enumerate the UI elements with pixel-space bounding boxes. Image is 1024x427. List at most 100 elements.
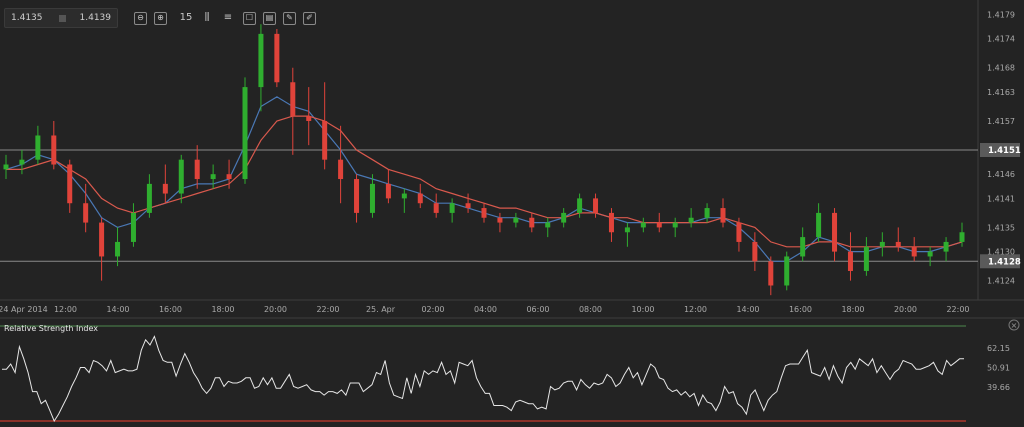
candle-body <box>688 217 694 223</box>
candle-body <box>481 208 487 218</box>
price-tick-label: 1.4168 <box>987 64 1015 73</box>
time-tick-label: 22:00 <box>946 305 969 314</box>
chart-type-icon[interactable]: ⫼ <box>204 12 210 23</box>
candle-body <box>210 174 216 180</box>
candle-body <box>35 135 41 160</box>
price-tick-label: 1.4141 <box>987 194 1015 203</box>
chart-toolbar: 1.4135 1.4139 ⊖ ⊕ 15 ⫼ ≡ ☐ ▤ ✎ ✐ <box>4 8 323 28</box>
price-tick-label: 1.4130 <box>987 248 1015 257</box>
time-tick-label: 02:00 <box>421 305 444 314</box>
price-badge-box <box>980 254 1020 269</box>
rsi-level-label: 50.91 <box>987 364 1010 373</box>
time-tick-label: 14:00 <box>106 305 129 314</box>
candle-body <box>672 222 678 228</box>
candle-body <box>895 241 901 247</box>
rsi-line <box>2 335 964 423</box>
template-icon[interactable]: ▤ <box>263 11 276 25</box>
time-tick-label: 12:00 <box>684 305 707 314</box>
time-tick-label: 14:00 <box>736 305 759 314</box>
candle-body <box>194 159 200 180</box>
price-tick-label: 1.4135 <box>987 223 1015 232</box>
close-icon[interactable] <box>1008 319 1020 331</box>
candle-body <box>51 135 57 165</box>
price-badge-label: 1.4151 <box>988 146 1021 156</box>
price-tick-label: 1.4174 <box>987 35 1015 44</box>
candle-body <box>19 159 25 165</box>
zoom-in-icon[interactable]: ⊕ <box>154 11 167 25</box>
candle-body <box>608 212 614 233</box>
candlesticks <box>3 24 965 296</box>
candle-body <box>784 256 790 286</box>
price-lines: 1.4151 1.4128 <box>0 143 1021 269</box>
price-badge-box <box>980 143 1020 157</box>
time-tick-label: 10:00 <box>631 305 654 314</box>
candle-body <box>736 222 742 242</box>
time-tick-label: 16:00 <box>159 305 182 314</box>
time-tick-label: 06:00 <box>526 305 549 314</box>
edit-icon[interactable]: ✎ <box>283 11 296 25</box>
candle-body <box>226 174 232 180</box>
time-tick-label: 16:00 <box>789 305 812 314</box>
candle-body <box>130 212 136 242</box>
candle-body <box>752 241 758 262</box>
pencil-icon[interactable]: ✐ <box>303 11 316 25</box>
candle-body <box>290 82 296 117</box>
time-tick-label: 20:00 <box>264 305 287 314</box>
candle-body <box>959 232 965 242</box>
candle-body <box>879 241 885 247</box>
time-tick-label: 18:00 <box>211 305 234 314</box>
close-glyph: × <box>1011 321 1018 330</box>
timeframe-button[interactable]: 15 <box>179 12 193 23</box>
price-tick-label: 1.4124 <box>987 277 1015 286</box>
candle-body <box>943 241 949 252</box>
candle-body <box>911 246 917 257</box>
candle-body <box>720 208 726 223</box>
candle-body <box>656 222 662 228</box>
time-tick-label: 12:00 <box>54 305 77 314</box>
candle-body <box>433 203 439 213</box>
time-tick-label: 25. Apr <box>366 305 396 314</box>
candle-body <box>274 33 280 83</box>
candle-body <box>465 203 471 209</box>
candle-body <box>115 241 121 257</box>
candle-body <box>401 193 407 199</box>
price-tick-label: 1.4157 <box>987 117 1015 126</box>
candle-body <box>67 164 73 204</box>
candle-body <box>385 183 391 199</box>
candle-body <box>768 261 774 286</box>
candle-body <box>354 179 360 213</box>
time-tick-label: 08:00 <box>579 305 602 314</box>
candle-body <box>242 87 248 180</box>
candle-body <box>497 217 503 223</box>
candle-body <box>545 222 551 228</box>
candle-body <box>816 212 822 238</box>
candle-body <box>640 222 646 228</box>
price-tick-label: 1.4146 <box>987 170 1015 179</box>
candle-body <box>417 193 423 204</box>
time-axis: 24 Apr 2014 12:00 14:00 16:00 18:00 20:00 22:0… <box>0 305 970 314</box>
candle-body <box>847 251 853 271</box>
price-axis: 1.4179 1.4174 1.4168 1.4163 1.4157 1.4146 1.41… <box>987 11 1015 286</box>
time-tick-label: 20:00 <box>894 305 917 314</box>
candle-body <box>178 159 184 194</box>
time-tick-label: 18:00 <box>841 305 864 314</box>
candle-body <box>99 222 105 257</box>
candle-body <box>927 251 933 257</box>
rsi-level-label: 39.66 <box>987 383 1010 392</box>
candle-body <box>449 203 455 213</box>
price-badge-label: 1.4128 <box>988 257 1021 267</box>
candle-body <box>369 183 375 213</box>
candle-body <box>529 217 535 228</box>
rsi-title: Relative Strength Index <box>4 324 98 333</box>
candle-body <box>832 212 838 252</box>
drawing-icon[interactable]: ☐ <box>243 11 256 25</box>
price-tick-label: 1.4179 <box>987 11 1015 20</box>
candle-body <box>162 183 168 194</box>
indicators-icon[interactable]: ≡ <box>223 12 233 23</box>
rsi-axis: 62.15 50.91 39.66 <box>987 344 1010 392</box>
zoom-out-icon[interactable]: ⊖ <box>134 11 147 25</box>
candle-body <box>513 217 519 223</box>
price-tick-label: 1.4163 <box>987 88 1015 97</box>
